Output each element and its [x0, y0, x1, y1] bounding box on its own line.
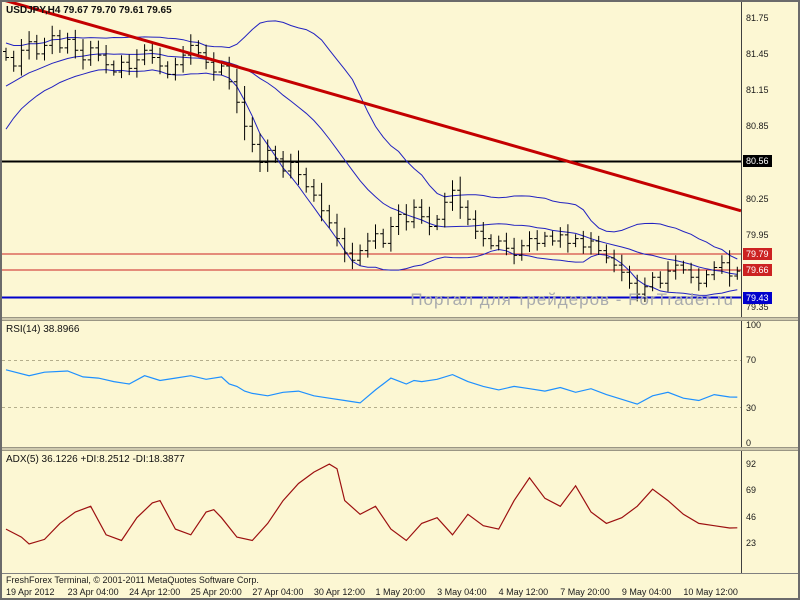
time-label: 4 May 12:00 [498, 587, 549, 597]
bottom-bar: FreshForex Terminal, © 2001-2011 MetaQuo… [2, 573, 798, 598]
adx-label: ADX(5) 36.1226 +DI:8.2512 -DI:18.3877 [6, 454, 185, 465]
copyright-text: FreshForex Terminal, © 2001-2011 MetaQuo… [6, 575, 259, 585]
rsi-label: RSI(14) 38.8966 [6, 324, 80, 335]
rsi-scale[interactable]: 100 70 30 0 [741, 321, 798, 447]
main-chart-plot[interactable] [2, 2, 741, 317]
indicator-scale-label: 100 [746, 321, 762, 330]
time-label: 24 Apr 12:00 [129, 587, 181, 597]
price-label: 81.15 [746, 85, 769, 96]
time-label: 1 May 20:00 [375, 587, 426, 597]
price-label: 81.75 [746, 12, 769, 23]
time-label: 30 Apr 12:00 [313, 587, 365, 597]
time-label: 25 Apr 20:00 [190, 587, 242, 597]
price-label: 79.95 [746, 229, 769, 240]
indicator-scale-label: 46 [746, 511, 757, 522]
indicator-scale-label: 69 [746, 485, 757, 496]
price-line-badge: 79.43 [743, 291, 772, 304]
price-label: 80.25 [746, 193, 769, 204]
time-label: 9 May 04:00 [621, 587, 672, 597]
indicator-scale-label: 30 [746, 402, 757, 413]
time-label: 10 May 12:00 [683, 587, 738, 597]
adx-scale[interactable]: 92 69 46 23 [741, 451, 798, 573]
time-label: 27 Apr 04:00 [252, 587, 304, 597]
indicator-scale-label: 23 [746, 537, 757, 548]
indicator-scale-label: 70 [746, 355, 757, 366]
main-price-scale[interactable]: 81.75 81.45 81.15 80.85 80.25 79.95 79.35 80.56… [741, 2, 798, 317]
main-chart-panel: USDJPY,H4 79.67 79.70 79.61 79.65 Портал… [2, 2, 798, 317]
time-label: 3 May 04:00 [437, 587, 487, 597]
adx-indicator-panel: ADX(5) 36.1226 +DI:8.2512 -DI:18.3877 92… [2, 451, 798, 573]
price-line-badge: 80.56 [743, 155, 772, 168]
price-label: 81.45 [746, 48, 769, 59]
time-label: 19 Apr 2012 [6, 587, 55, 597]
indicator-scale-label: 92 [746, 459, 757, 470]
rsi-indicator-panel: RSI(14) 38.8966 100 70 30 0 [2, 321, 798, 447]
panel-separator[interactable] [2, 447, 798, 451]
price-line-badge: 79.66 [743, 263, 772, 276]
time-label: 7 May 20:00 [560, 587, 610, 597]
price-label: 80.85 [746, 121, 769, 132]
price-label: 79.35 [746, 302, 769, 313]
time-label: 23 Apr 04:00 [67, 587, 119, 597]
panel-separator[interactable] [2, 317, 798, 321]
rsi-plot[interactable] [2, 321, 741, 447]
price-line-badge: 79.79 [743, 248, 772, 261]
indicator-scale-label: 0 [746, 438, 752, 447]
chart-title: USDJPY,H4 79.67 79.70 79.61 79.65 [6, 5, 172, 16]
adx-plot[interactable] [2, 451, 741, 573]
